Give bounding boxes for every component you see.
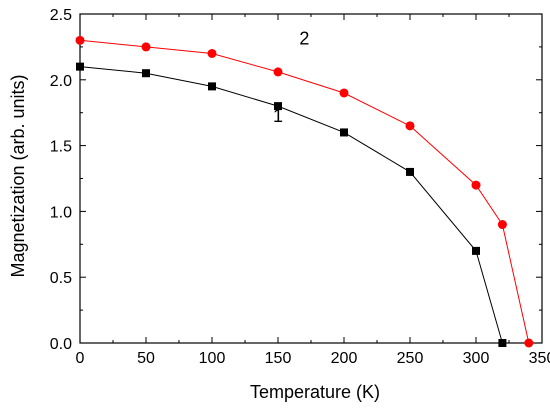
curve-label: 2 — [299, 28, 309, 48]
series-1-point — [274, 102, 282, 111]
series-layer: 12 — [75, 28, 534, 348]
y-axis-title: Magnetization (arb. units) — [8, 74, 28, 277]
series-2-point — [273, 67, 283, 77]
series-1-point — [142, 69, 150, 78]
y-tick-label: 1.0 — [50, 204, 72, 221]
x-tick-label: 50 — [137, 350, 155, 367]
series-2-point — [471, 180, 481, 190]
series-2-point — [339, 88, 349, 98]
labels: Temperature (K) Magnetization (arb. unit… — [8, 74, 380, 402]
x-tick-label: 350 — [529, 350, 550, 367]
y-tick-label: 0.0 — [50, 336, 72, 353]
series-2-point — [207, 48, 217, 58]
series-2-point — [75, 35, 85, 45]
x-tick-label: 200 — [331, 350, 358, 367]
x-tick-label: 300 — [463, 350, 490, 367]
series-1-point — [498, 339, 507, 347]
curve-label: 1 — [273, 106, 283, 126]
x-axis-title: Temperature (K) — [250, 382, 380, 402]
series-2-line — [79, 39, 530, 344]
y-tick-label: 1.5 — [50, 139, 72, 156]
plot-frame — [79, 13, 543, 344]
axes: 0 50 100 150 200 250 300 350 0.0 0.5 1.0 1.5 2.0 2.5 — [50, 7, 550, 367]
series-2-point — [405, 121, 415, 131]
x-tick-label: 150 — [265, 350, 292, 367]
y-tick-label: 2.5 — [50, 7, 72, 24]
series-1-point — [208, 82, 216, 91]
x-tick-label: 0 — [76, 350, 85, 367]
series-1-point — [472, 246, 480, 255]
series-1-point — [406, 167, 414, 176]
series-1-point — [76, 62, 84, 71]
x-tick-label: 250 — [397, 350, 424, 367]
series-2-point — [141, 42, 151, 52]
series-1-point — [340, 128, 348, 137]
y-tick-label: 0.5 — [50, 270, 72, 287]
y-tick-label: 2.0 — [50, 73, 72, 90]
series-2-point — [497, 220, 507, 230]
series-2-point — [524, 338, 534, 348]
series-1-line — [79, 66, 503, 344]
x-tick-label: 100 — [199, 350, 226, 367]
